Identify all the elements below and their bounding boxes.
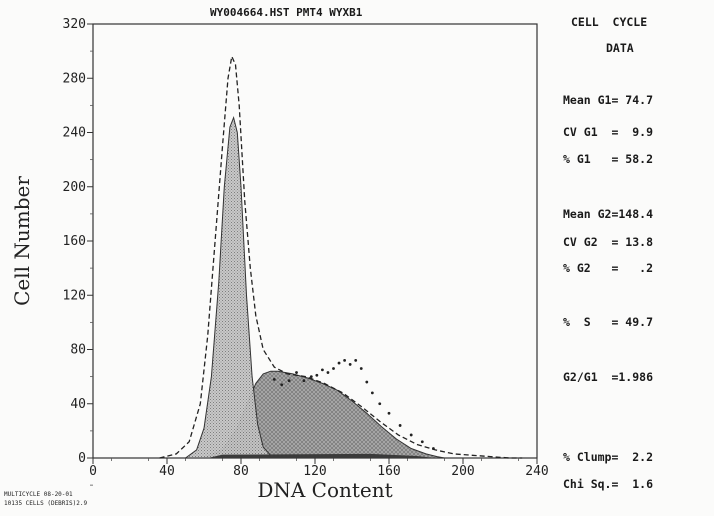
y-tick-label-0: 0 <box>78 451 86 466</box>
data-point <box>398 424 402 427</box>
y-tick-label-240: 240 <box>63 126 86 141</box>
y-tick-label-320: 320 <box>63 17 86 32</box>
data-point <box>309 375 313 379</box>
data-point <box>432 447 435 450</box>
y-tick-label-40: 40 <box>70 397 86 412</box>
chart-title: WY004664.HST PMT4 WYXB1 <box>210 6 363 19</box>
data-point <box>337 361 341 365</box>
data-point <box>354 358 358 362</box>
data-point <box>409 433 413 437</box>
x-tick-label-80: 80 <box>233 464 249 479</box>
data-point <box>378 402 382 406</box>
stat-mean-g2: Mean G2=148.4 <box>563 207 654 221</box>
y-tick-label-80: 80 <box>70 343 86 358</box>
data-point <box>295 371 298 374</box>
data-point <box>420 440 424 444</box>
x-tick-label-200: 200 <box>451 464 474 479</box>
x-tick-label-120: 120 <box>303 464 326 479</box>
x-tick-label-160: 160 <box>377 464 400 479</box>
y-tick-label-160: 160 <box>63 234 86 249</box>
stat-cv-g2: CV G2 = 13.8 <box>563 235 654 249</box>
stat-mean-g1: Mean G1= 74.7 <box>563 93 654 107</box>
footer-line-2: 10135 CELLS (DEBRIS)2.9 <box>4 500 88 507</box>
stat-pct-clump: % Clump= 2.2 <box>563 450 654 464</box>
data-point <box>332 367 335 370</box>
data-point <box>302 379 306 383</box>
debris-band <box>207 453 436 458</box>
data-point <box>359 367 363 370</box>
data-point <box>326 371 330 374</box>
model-fit-curve <box>159 54 523 459</box>
data-point <box>287 379 291 383</box>
y-tick-label-280: 280 <box>63 71 86 86</box>
data-point <box>348 363 352 366</box>
x-tick-label-40: 40 <box>159 464 175 479</box>
data-point <box>387 411 391 415</box>
y-tick-label-120: 120 <box>63 288 86 303</box>
g1-peak-area <box>183 115 279 459</box>
stat-pct-s: % S = 49.7 <box>563 315 654 329</box>
x-axis-label: DNA Content <box>257 478 392 502</box>
panel-heading-line-1: CELL CYCLE <box>571 15 648 29</box>
data-point <box>321 368 324 372</box>
data-point <box>365 380 369 384</box>
y-axis-label: Cell Number <box>10 176 34 306</box>
data-point <box>315 373 319 377</box>
data-point <box>280 383 284 387</box>
stat-cv-g1: CV G1 = 9.9 <box>563 125 654 139</box>
panel-heading-line-2: DATA <box>606 41 634 55</box>
data-point <box>272 377 276 381</box>
stat-chi-sq: Chi Sq.= 1.6 <box>563 477 654 491</box>
stat-pct-g2: % G2 = .2 <box>563 261 654 275</box>
stat-pct-g1: % G1 = 58.2 <box>563 152 654 166</box>
stat-g2-g1-ratio: G2/G1 =1.986 <box>563 370 654 384</box>
x-tick-label-240: 240 <box>525 464 548 479</box>
data-point <box>370 391 374 395</box>
y-tick-label-200: 200 <box>63 180 86 195</box>
x-tick-label-0: 0 <box>89 464 97 479</box>
footer-line-1: MULTICYCLE 08-20-01 <box>4 491 73 498</box>
data-point <box>343 358 346 362</box>
